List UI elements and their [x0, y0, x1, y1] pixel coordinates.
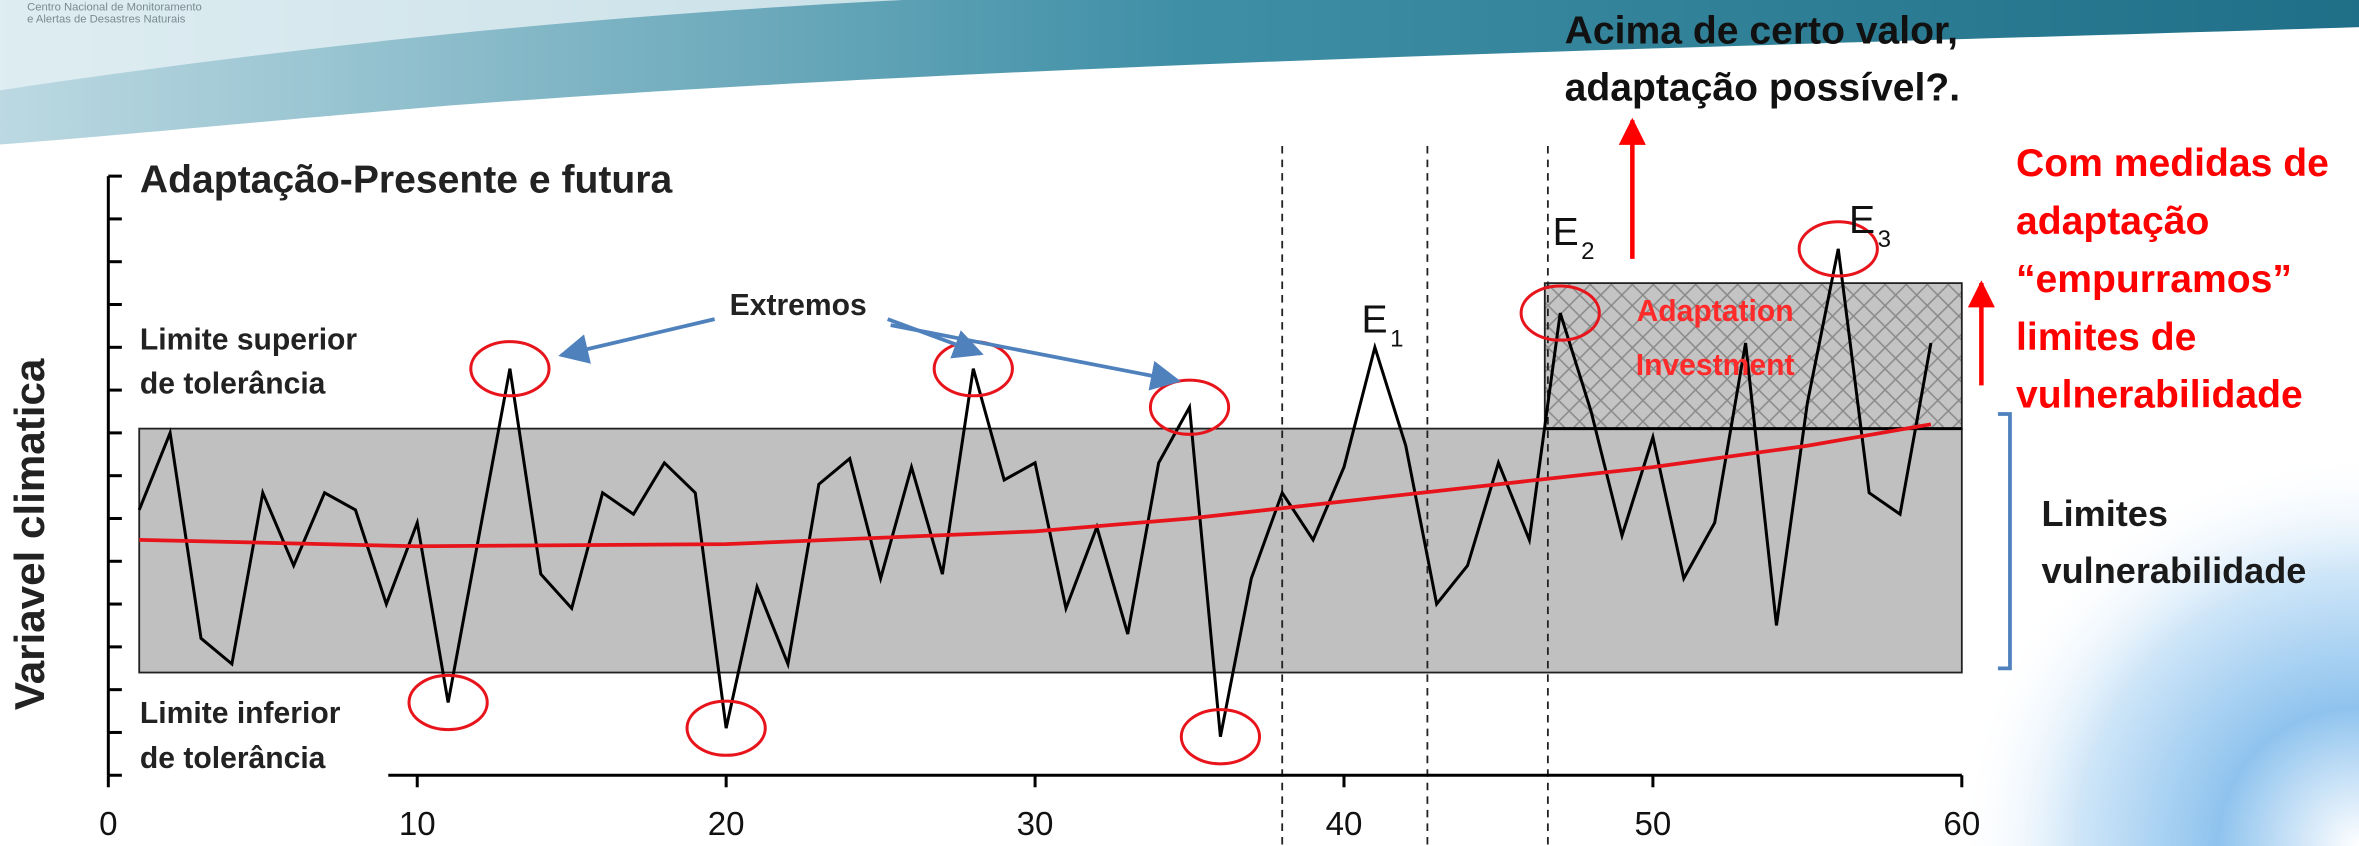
event-label-sub: 3: [1878, 226, 1891, 253]
page: {"header": {"lines": ["Centro Nacional d…: [0, 0, 2359, 846]
limits-text: Limites: [2042, 493, 2168, 534]
upper-label: de tolerância: [140, 367, 326, 400]
event-label-sub: 1: [1390, 326, 1403, 353]
push-text: vulnerabilidade: [2016, 374, 2303, 417]
event-label: E: [1849, 199, 1875, 242]
logo-text: e Alertas de Desastres Naturais: [27, 14, 186, 26]
logo-text: Centro Nacional de Monitoramento: [27, 2, 202, 14]
arrow: [888, 319, 981, 354]
push-text: Com medidas de: [2016, 142, 2329, 185]
question-text: adaptação possível?.: [1565, 67, 1960, 110]
adaptation-label: Adaptation: [1637, 295, 1794, 328]
upper-label: Limite superior: [140, 324, 358, 357]
limits-text: vulnerabilidade: [2042, 550, 2307, 591]
x-tick-label: 20: [708, 806, 745, 843]
question-text: Acima de certo valor,: [1565, 9, 1958, 52]
slide: Centro Nacional de Monitoramentoe Alerta…: [0, 0, 2359, 846]
event-label: E: [1362, 298, 1388, 341]
y-axis-title: Variavel climatica: [6, 358, 53, 710]
x-tick-label: 60: [1943, 806, 1980, 843]
x-tick-label: 0: [99, 806, 117, 843]
x-tick-label: 10: [399, 806, 436, 843]
extremes-label: Extremos: [730, 289, 867, 322]
chart-title: Adaptação-Presente e futura: [140, 158, 673, 201]
event-label: E: [1553, 211, 1579, 254]
arrow: [561, 319, 714, 355]
push-text: limites de: [2016, 316, 2196, 359]
lower-label: de tolerância: [140, 742, 326, 775]
event-label-sub: 2: [1581, 238, 1594, 265]
push-text: adaptação: [2016, 200, 2209, 243]
x-tick-label: 50: [1635, 806, 1672, 843]
x-tick-label: 40: [1326, 806, 1363, 843]
lower-label: Limite inferior: [140, 697, 341, 730]
push-text: “empurramos”: [2016, 258, 2292, 301]
tolerance-band: [139, 429, 1962, 673]
adaptation-label: Investment: [1636, 349, 1795, 382]
x-tick-label: 30: [1017, 806, 1054, 843]
